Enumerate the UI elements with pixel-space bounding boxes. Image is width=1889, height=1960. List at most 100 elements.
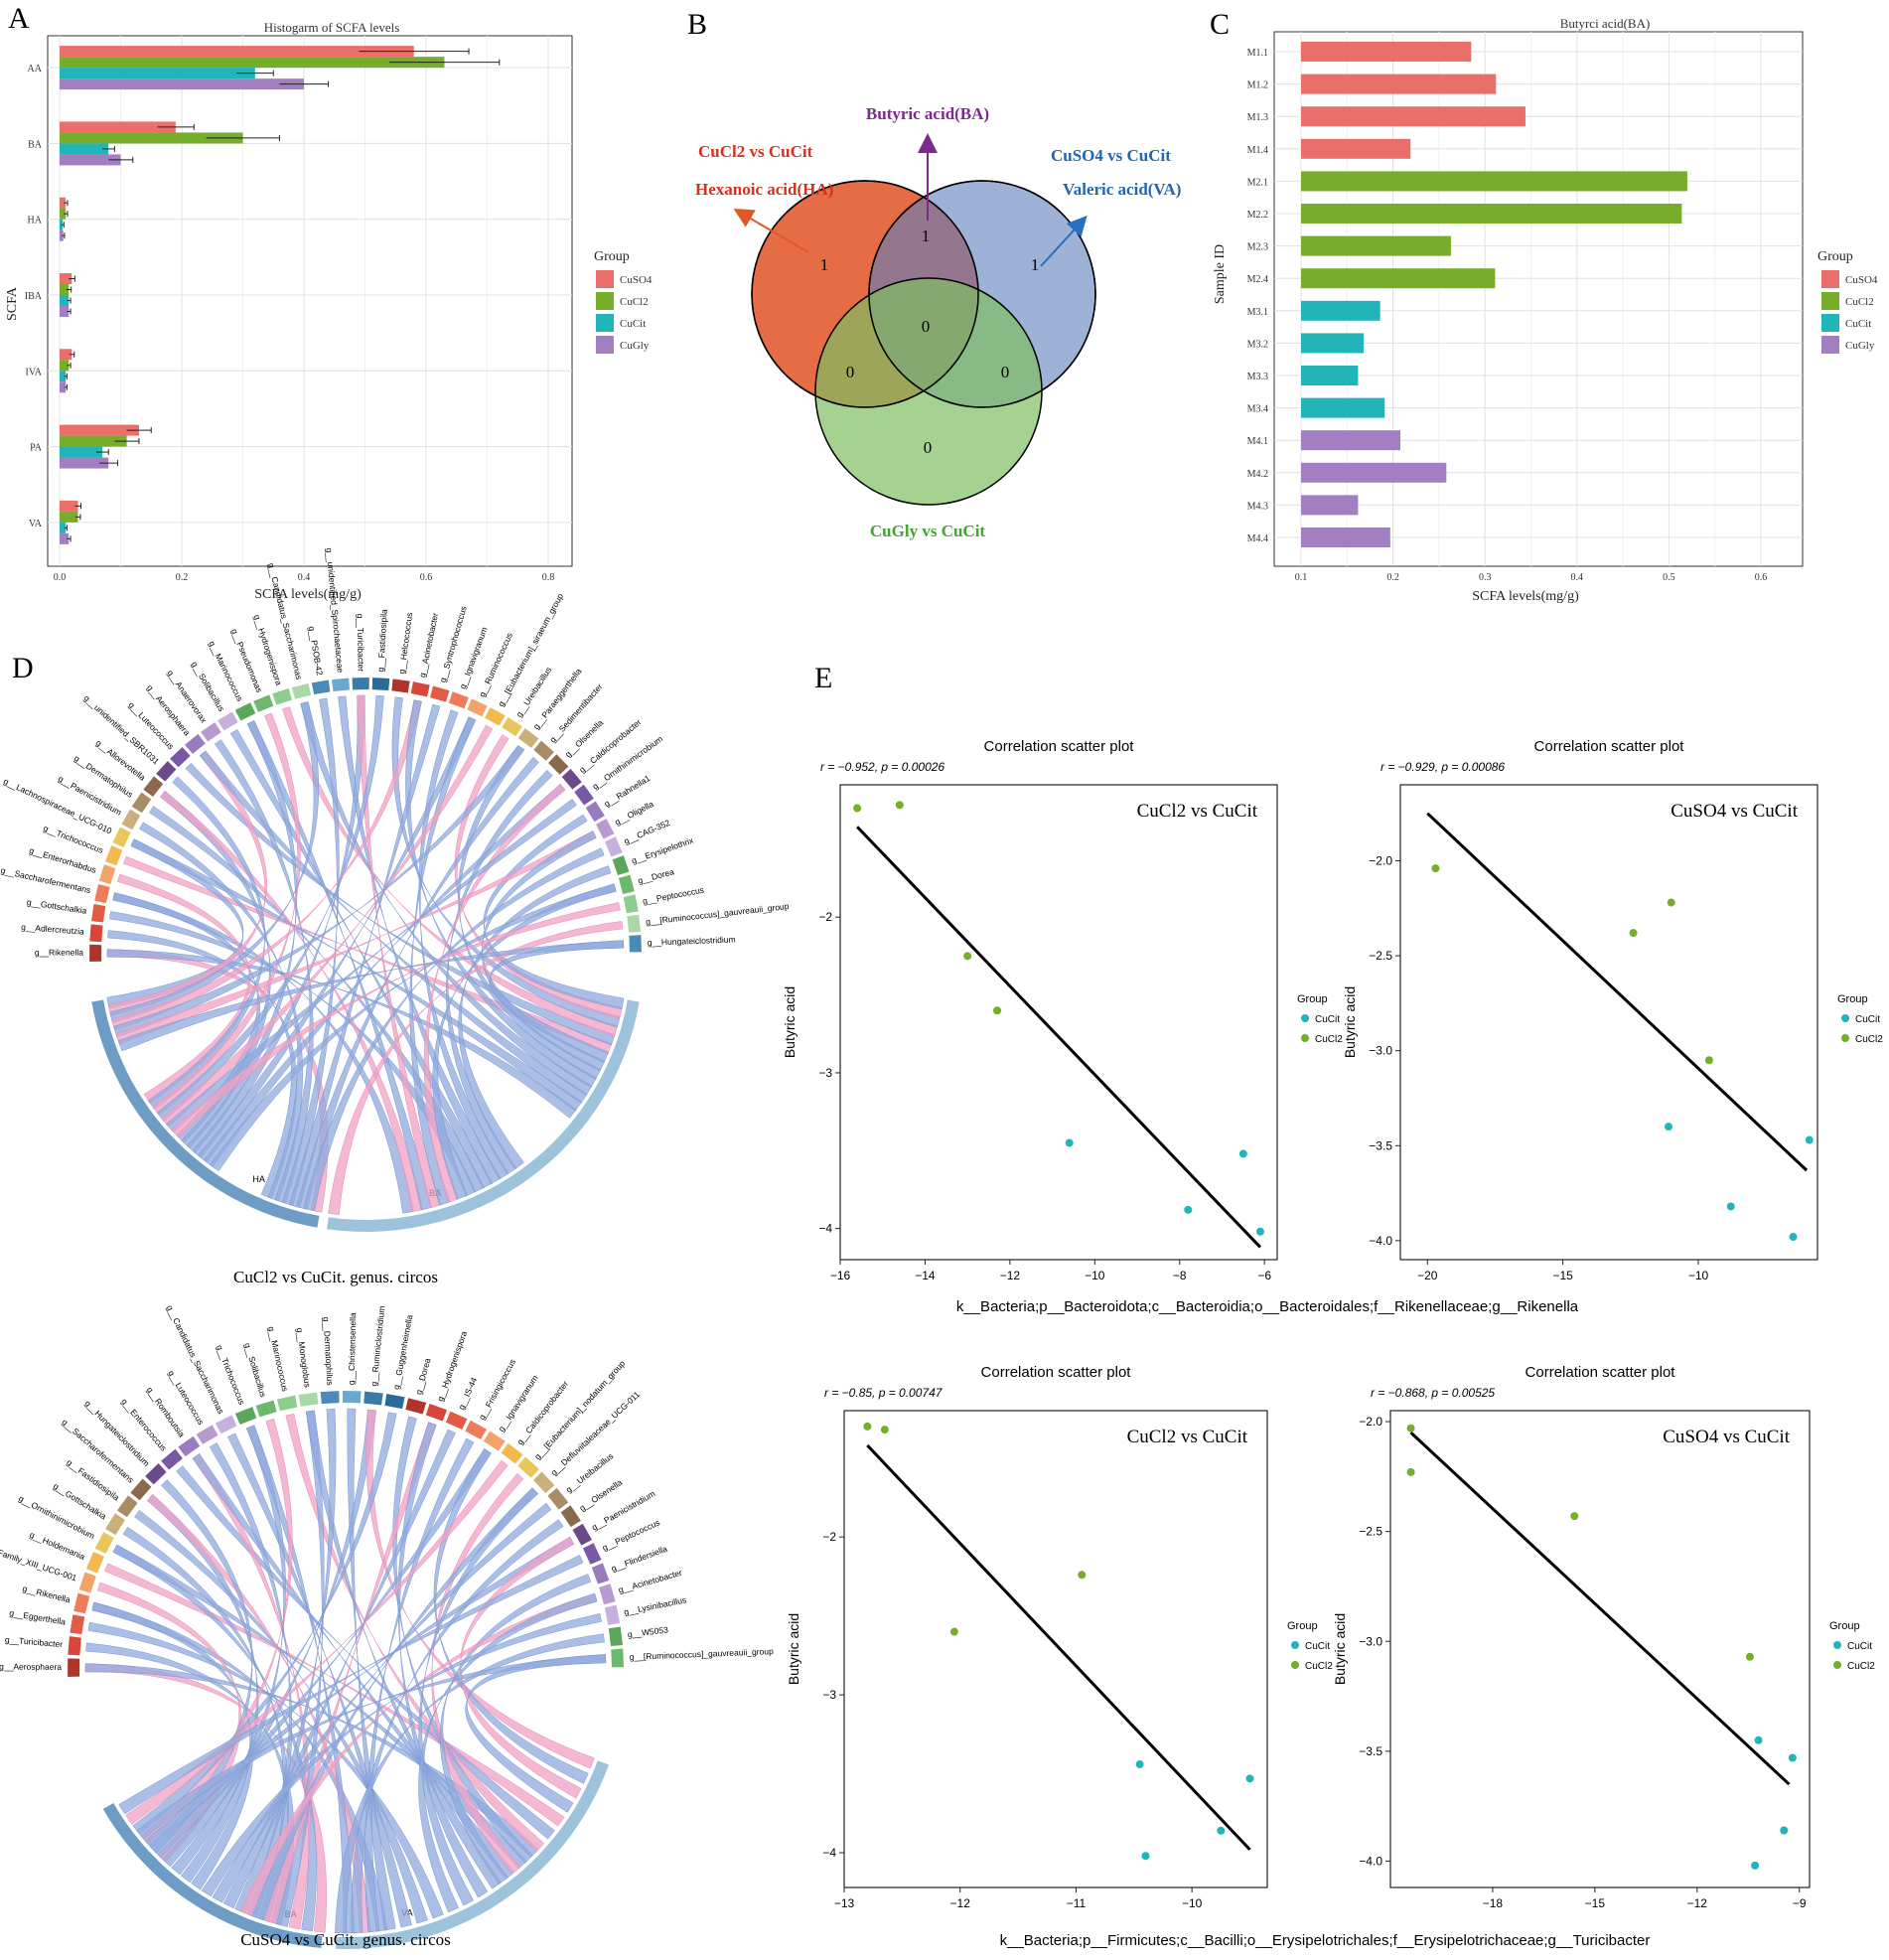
panel-a-x-tick: 0.6 [420,572,433,583]
scatter-comparison-label: CuCl2 vs CuCit [1127,1427,1248,1447]
scatter-point [1406,1424,1415,1432]
chord-ribbon [199,750,588,1104]
scatter-x-tick: −10 [1085,1269,1105,1282]
scatter-cucl2-turicibacter: Correlation scatter plot r = −0.85, p = 0… [786,1364,1333,1910]
chord-genus-segment [311,679,331,695]
chord-genus-segment [70,1614,85,1635]
chord-genus-segment [561,769,582,790]
chord-genus-segment [572,1523,592,1546]
scatter-y-tick: −2.0 [1369,853,1392,867]
scatter-point [993,1006,1002,1015]
scatter-x-tick: −8 [1173,1269,1187,1282]
venn-annotation-va: Valeric acid(VA) [1063,180,1181,199]
chord-genus-label: g__Holdemania [28,1530,86,1563]
scatter-plot-area [843,1410,1268,1888]
chord-ribbon [91,1601,254,1890]
panel-a-bar [60,435,127,447]
chord-genus-label: g__Caldicoprobacter [577,717,643,775]
scatter-comparison-label: CuCl2 vs CuCit [1137,801,1258,822]
scatter-y-axis-title: Butyric acid [786,1613,801,1685]
scatter-x-tick: −10 [1182,1896,1203,1910]
panel-c-y-tick: M1.2 [1247,80,1268,91]
scatter-point [880,1426,889,1434]
chord-genus-segment [94,1532,114,1554]
panel-c-bar [1301,462,1447,483]
chord-ribbon [418,1487,539,1906]
scatter-x-tick: −6 [1257,1269,1271,1282]
chord-ribbon [111,699,422,1031]
chord-ribbon [226,1432,412,1928]
chord-ribbon [117,940,625,1052]
chord-genus-label: g__Candidatus_Saccharimonas [165,1303,226,1416]
chord-caption-cuso4: CuSO4 vs CuCit. genus. circos [240,1930,451,1949]
chord-genus-segment [425,1404,448,1422]
chord-genus-segment [548,754,569,775]
scatter-plot-area [1389,1410,1811,1888]
scatter-x-tick: −10 [1688,1269,1709,1282]
chord-genus-label: g__Dermatophilus [322,1316,336,1385]
scatter-y-tick: −3.5 [1359,1744,1382,1758]
panel-a-bar [60,306,70,317]
chord-ribbon [192,694,365,1158]
panel-a-bar [60,273,73,284]
chord-genus-label: g__Lysinibacillus [623,1594,687,1616]
scatter-point [1217,1826,1226,1835]
chord-target-arc [102,1803,323,1948]
panel-a-bar [60,457,109,469]
chord-genus-segment [585,801,605,823]
scatter-y-tick: −2.5 [1369,949,1392,963]
panel-c-bar [1301,300,1380,321]
venn-count-red-green: 0 [846,363,855,381]
chord-ribbon [170,902,621,1138]
chord-ribbon [397,1422,489,1898]
scatter-title: Correlation scatter plot [1534,738,1685,755]
chord-genus-segment [465,1420,488,1440]
scatter-cucl2-rikenella: Correlation scatter plot r = −0.952, p = … [782,738,1343,1282]
chord-genus-segment [467,698,488,717]
scatter-legend-title: Group [1829,1620,1860,1632]
panel-c-bar [1301,74,1497,94]
scatter-legend-title: Group [1287,1620,1318,1632]
venn-outline-cuso4 [868,180,1096,408]
chord-target-label: HA [252,1174,265,1184]
chord-caption-cucl2: CuCl2 vs CuCit. genus. circos [233,1268,438,1286]
panel-a-bar [60,132,243,144]
chord-ribbon [107,750,267,1016]
scatter-point [1255,1227,1264,1236]
chord-ribbon [246,720,433,1211]
scatter-point [895,801,904,810]
chord-genus-label: g__CAG-352 [623,818,672,846]
chord-ribbon [458,744,602,1080]
chord-genus-segment [298,1392,319,1407]
scatter-fit-line [856,826,1261,1249]
panel-c-title: Butyrci acid(BA) [1560,16,1651,31]
chord-ribbon [209,883,617,1172]
panel-a-bar [60,532,70,544]
chord-ribbon [251,1487,539,1920]
panel-a-bar [60,229,64,241]
chord-ribbon [156,694,384,1122]
chord-genus-label: g__W5053 [627,1624,668,1639]
chord-genus-segment [595,818,615,839]
scatter-y-tick: −3.0 [1369,1044,1392,1058]
chord-genus-segment [276,1395,298,1412]
panel-a-chart: Histogarm of SCFA levels AA BA HA IBA IVA PA V… [5,20,653,602]
scatter-legend-label: CuCit [1305,1641,1330,1652]
panel-c-legend-swatch [1821,314,1839,332]
chord-genus-segment [332,678,350,691]
venn-label-cucl2: CuCl2 vs CuCit [698,142,813,161]
chord-genus-segment [145,1462,167,1485]
panel-a-bar [60,446,103,458]
chord-genus-segment [90,904,106,923]
panel-c-bar [1301,42,1472,62]
panel-a-title: Histogarm of SCFA levels [264,20,400,35]
panel-a-bar [60,360,70,372]
chord-genus-label: g__Solibacillus [242,1342,268,1399]
scatter-point [1780,1826,1789,1835]
venn-annotation-ba: Butyric acid(BA) [866,104,989,123]
panel-a-legend-swatch [596,314,614,332]
chord-genus-segment [618,874,635,894]
panel-c-y-tick: M3.1 [1247,307,1268,318]
chord-ribbon [446,769,553,1175]
panel-c-legend-label: CuCit [1845,318,1871,330]
